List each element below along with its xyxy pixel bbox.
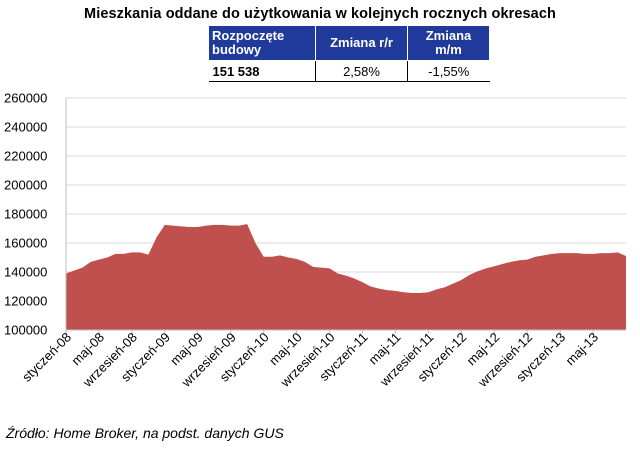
source-note: Źródło: Home Broker, na podst. danych GU… [6,425,284,441]
y-tick-label: 140000 [4,265,47,280]
y-tick-labels: 100000 120000 140000 160000 180000 200000 2200… [4,91,47,338]
summary-header-row: Rozpoczęte budowy Zmiana r/r Zmiana m/m [208,25,490,61]
y-tick-label: 240000 [4,120,47,135]
value-zmiana-mm: -1,55% [407,60,490,82]
summary-value-row: 151 538 2,58% -1,55% [208,60,490,82]
axes [65,98,626,334]
x-tick-labels: styczeń-08maj-08wrzesień-08styczeń-09maj… [19,330,601,391]
y-tick-label: 260000 [4,91,47,106]
y-tick-label: 120000 [4,294,47,309]
area-fill [66,224,626,330]
y-tick-label: 180000 [4,207,47,222]
summary-table: Rozpoczęte budowy Zmiana r/r Zmiana m/m … [208,25,490,82]
y-tick-label: 200000 [4,178,47,193]
area-series [66,224,626,330]
value-rozpoczete: 151 538 [208,60,316,82]
x-tick-label: maj-13 [562,330,601,369]
x-tick-label: styczeń-08 [19,330,74,385]
y-tick-label: 220000 [4,149,47,164]
header-zmiana-rr: Zmiana r/r [315,25,408,61]
chart-title: Mieszkania oddane do użytkowania w kolej… [84,6,556,22]
y-tick-label: 100000 [4,323,47,338]
header-zmiana-mm: Zmiana m/m [407,25,490,61]
value-zmiana-rr: 2,58% [315,60,408,82]
y-tick-label: 160000 [4,236,47,251]
